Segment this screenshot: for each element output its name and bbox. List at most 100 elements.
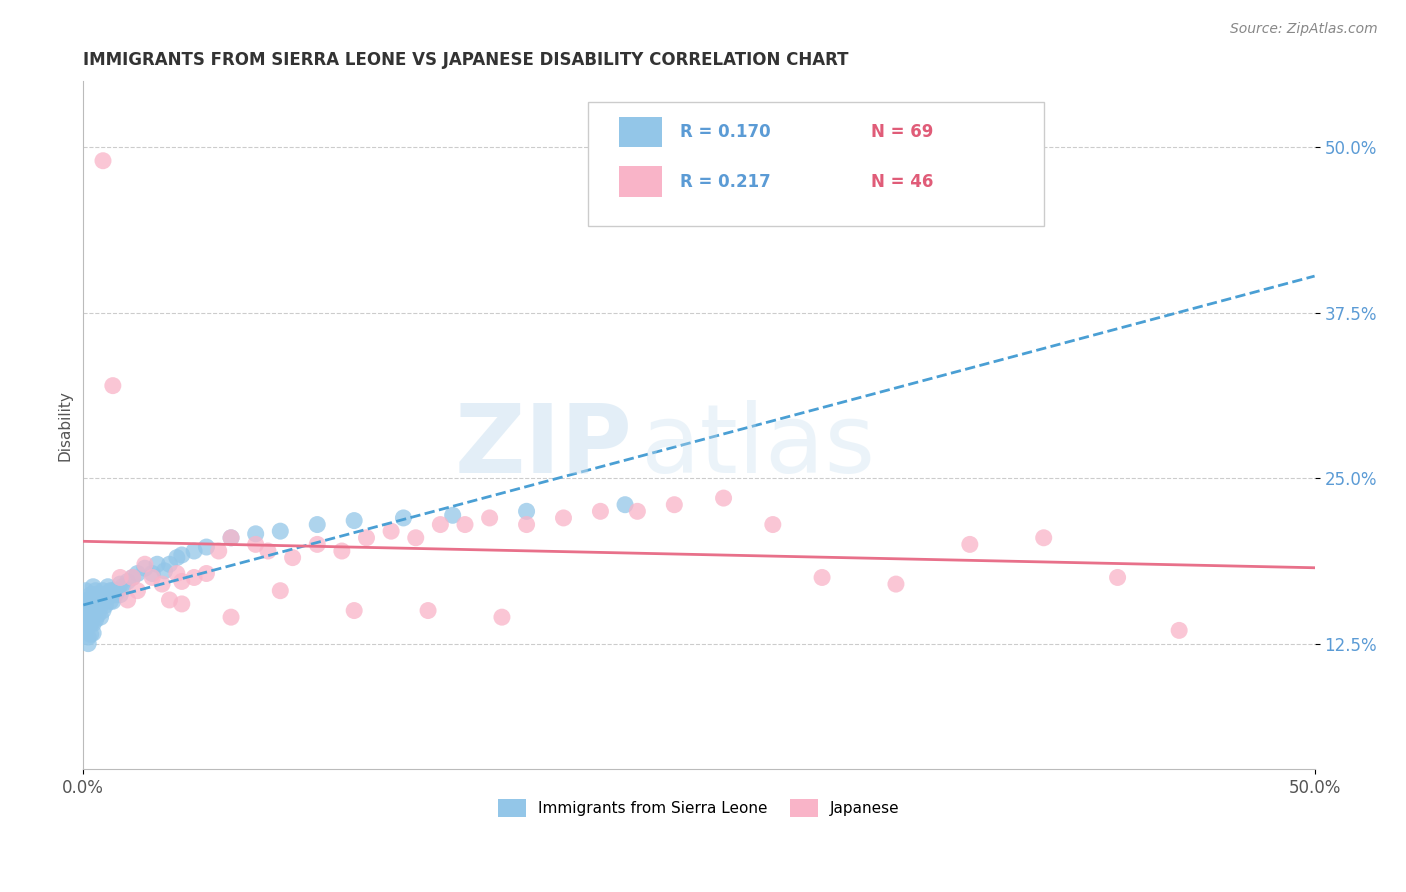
Point [153, 564, 176, 578]
Y-axis label: Disability: Disability [58, 390, 72, 461]
Point [90, 599, 112, 614]
Point [159, 593, 181, 607]
Point [429, 517, 451, 532]
Point [82, 626, 104, 640]
Point [141, 570, 163, 584]
Point [101, 378, 124, 392]
Point [330, 544, 353, 558]
Point [101, 594, 124, 608]
Point [959, 537, 981, 551]
Point [166, 566, 188, 581]
Point [82, 580, 104, 594]
Point [91, 593, 114, 607]
FancyBboxPatch shape [588, 102, 1043, 226]
Point [134, 558, 156, 572]
Point [343, 603, 366, 617]
Point [811, 570, 834, 584]
Point [478, 511, 501, 525]
Point [100, 583, 122, 598]
Point [589, 504, 612, 518]
Legend: Immigrants from Sierra Leone, Japanese: Immigrants from Sierra Leone, Japanese [492, 793, 905, 823]
Point [97, 591, 120, 605]
Point [87, 597, 110, 611]
Text: ZIP: ZIP [454, 400, 633, 492]
Point [104, 588, 127, 602]
Point [101, 583, 124, 598]
Point [75, 624, 97, 638]
Point [141, 566, 163, 581]
Point [1032, 531, 1054, 545]
Point [713, 491, 735, 505]
Point [79, 588, 101, 602]
Point [75, 606, 97, 620]
Text: N = 46: N = 46 [872, 172, 934, 191]
Point [87, 588, 110, 602]
Point [82, 597, 104, 611]
Point [75, 597, 97, 611]
Point [77, 610, 100, 624]
Point [110, 588, 132, 602]
Point [183, 544, 205, 558]
Point [134, 561, 156, 575]
Point [90, 591, 112, 605]
Point [82, 588, 104, 602]
Point [245, 537, 267, 551]
Point [405, 531, 427, 545]
Point [454, 517, 477, 532]
Point [356, 531, 378, 545]
Point [91, 603, 114, 617]
Point [257, 544, 280, 558]
Point [343, 514, 366, 528]
Point [219, 531, 242, 545]
Point [117, 574, 139, 589]
Point [170, 548, 193, 562]
Point [84, 613, 107, 627]
Point [110, 577, 132, 591]
FancyBboxPatch shape [619, 166, 662, 197]
Point [91, 583, 114, 598]
Point [94, 599, 117, 613]
Point [97, 580, 120, 594]
Point [77, 619, 100, 633]
Point [195, 566, 218, 581]
Point [170, 574, 193, 589]
Point [75, 583, 97, 598]
Point [91, 153, 114, 168]
Text: R = 0.217: R = 0.217 [681, 172, 772, 191]
Point [884, 577, 907, 591]
Point [121, 570, 143, 584]
Point [84, 583, 107, 598]
Text: atlas: atlas [640, 400, 875, 492]
Point [82, 606, 104, 620]
Point [77, 601, 100, 615]
Point [219, 610, 242, 624]
Point [416, 603, 439, 617]
Point [269, 583, 291, 598]
Point [82, 616, 104, 631]
Point [79, 616, 101, 631]
Point [170, 597, 193, 611]
Point [90, 610, 112, 624]
Text: R = 0.170: R = 0.170 [681, 123, 770, 141]
Point [77, 637, 100, 651]
Point [762, 517, 785, 532]
Text: IMMIGRANTS FROM SIERRA LEONE VS JAPANESE DISABILITY CORRELATION CHART: IMMIGRANTS FROM SIERRA LEONE VS JAPANESE… [83, 51, 849, 69]
Point [84, 603, 107, 617]
Point [77, 630, 100, 644]
Text: Source: ZipAtlas.com: Source: ZipAtlas.com [1230, 22, 1378, 37]
Point [110, 570, 132, 584]
Text: N = 69: N = 69 [872, 123, 934, 141]
Point [94, 588, 117, 602]
Point [87, 607, 110, 622]
Point [79, 597, 101, 611]
Point [516, 504, 538, 518]
Point [664, 498, 686, 512]
Point [84, 593, 107, 607]
Point [1168, 624, 1191, 638]
Point [121, 570, 143, 584]
Point [127, 583, 149, 598]
Point [79, 606, 101, 620]
Point [307, 537, 329, 551]
Point [127, 566, 149, 581]
Point [307, 517, 329, 532]
